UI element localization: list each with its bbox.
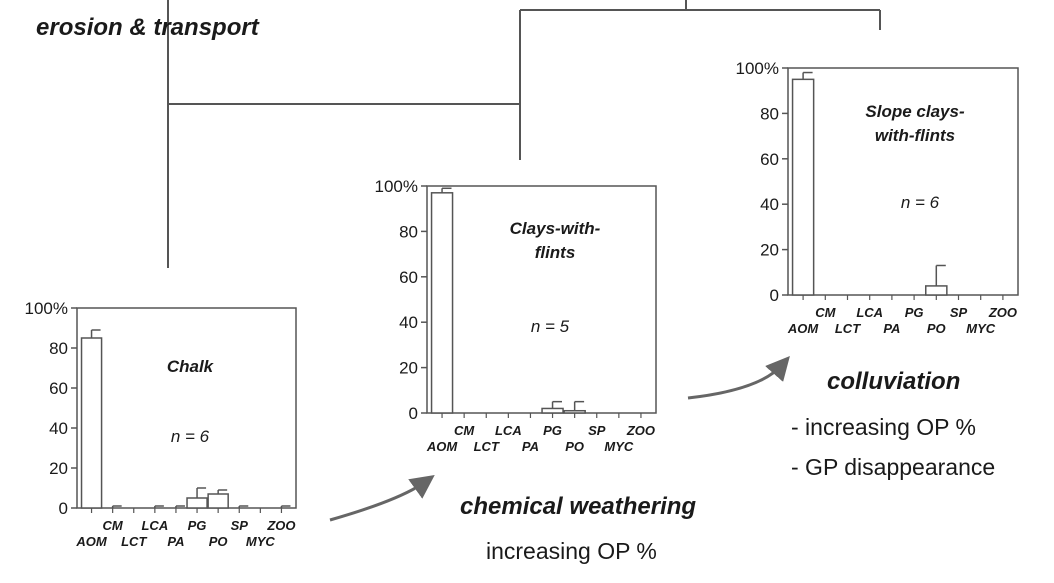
plot-frame: [787, 67, 1019, 296]
y-tick-label: 20: [399, 359, 418, 378]
chart-annotation: n = 6: [171, 427, 210, 446]
x-tick-label-sp: SP: [588, 423, 606, 438]
x-tick-label-myc: MYC: [246, 534, 276, 549]
x-tick-label-zoo: ZOO: [988, 305, 1017, 320]
x-tick-label-myc: MYC: [604, 439, 634, 454]
y-tick-label: 0: [59, 499, 68, 518]
x-tick-label-zoo: ZOO: [266, 518, 295, 533]
chart-title-line: flints: [535, 243, 576, 262]
x-tick-label-lct: LCT: [835, 321, 861, 336]
x-tick-label-po: PO: [209, 534, 228, 549]
process-2-note-2: - GP disappearance: [791, 454, 996, 480]
arrow-1: [329, 474, 435, 522]
x-tick-label-cm: CM: [103, 518, 124, 533]
y-tick-label: 40: [760, 195, 779, 214]
x-tick-label-aom: AOM: [75, 534, 108, 549]
top-label: erosion & transport: [36, 14, 259, 41]
x-tick-label-lca: LCA: [495, 423, 522, 438]
chart-title-line: with-flints: [875, 126, 955, 145]
process-2-label: colluviation: [827, 368, 961, 395]
y-tick-label: 20: [49, 459, 68, 478]
bar-po: [925, 285, 948, 296]
y-tick-label: 100%: [25, 299, 68, 318]
chart-annotation: n = 5: [531, 317, 570, 336]
y-tick-label: 0: [409, 404, 418, 423]
y-tick-label: 60: [760, 150, 779, 169]
x-tick-label-po: PO: [565, 439, 584, 454]
x-tick-label-pg: PG: [543, 423, 562, 438]
chart-title-line: Slope clays-: [865, 102, 965, 121]
y-tick-label: 40: [399, 313, 418, 332]
chart-annotation: n = 6: [901, 193, 940, 212]
x-tick-label-zoo: ZOO: [626, 423, 655, 438]
process-1-note: increasing OP %: [486, 538, 657, 564]
x-tick-label-myc: MYC: [966, 321, 996, 336]
x-tick-label-pg: PG: [905, 305, 924, 320]
y-tick-label: 0: [770, 286, 779, 305]
x-tick-label-lca: LCA: [141, 518, 168, 533]
x-tick-label-pa: PA: [522, 439, 539, 454]
x-tick-label-sp: SP: [950, 305, 968, 320]
x-tick-label-aom: AOM: [426, 439, 459, 454]
x-tick-label-cm: CM: [815, 305, 836, 320]
y-tick-label: 20: [760, 241, 779, 260]
x-tick-label-cm: CM: [454, 423, 475, 438]
x-tick-label-po: PO: [927, 321, 946, 336]
bar-aom: [791, 78, 815, 296]
y-tick-label: 40: [49, 419, 68, 438]
x-tick-label-aom: AOM: [787, 321, 820, 336]
y-tick-label: 100%: [375, 177, 418, 196]
process-1-label: chemical weathering: [460, 493, 697, 520]
x-tick-label-pa: PA: [167, 534, 184, 549]
x-tick-label-lca: LCA: [856, 305, 883, 320]
arrow-2: [687, 355, 790, 400]
y-tick-label: 80: [760, 104, 779, 123]
y-tick-label: 60: [399, 268, 418, 287]
x-tick-label-pa: PA: [883, 321, 900, 336]
x-tick-label-lct: LCT: [121, 534, 147, 549]
y-tick-label: 60: [49, 379, 68, 398]
y-tick-label: 100%: [736, 59, 779, 78]
x-tick-label-sp: SP: [231, 518, 249, 533]
chart-title-line: Chalk: [167, 357, 215, 376]
process-2-note-1: - increasing OP %: [791, 414, 976, 440]
x-tick-label-lct: LCT: [474, 439, 500, 454]
x-tick-label-pg: PG: [188, 518, 207, 533]
y-tick-label: 80: [49, 339, 68, 358]
y-tick-label: 80: [399, 222, 418, 241]
chart-title-line: Clays-with-: [510, 219, 601, 238]
